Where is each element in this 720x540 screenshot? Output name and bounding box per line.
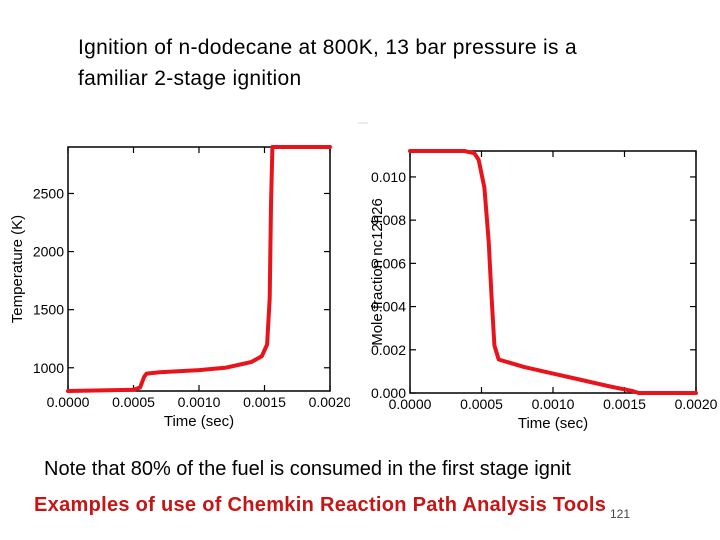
mole-fraction-chart: 0.0000 0.0005 0.0010 0.0015 0.0020 0.000 0.002… [358,124,720,440]
mole-fraction-chart-x-tick-label: 0.0020 [675,396,718,412]
mole-fraction-chart-y-tick-label: 0.004 [371,299,406,315]
temperature-chart-x-tick-label: 0.0010 [178,394,221,410]
temperature-chart-plot-frame [67,146,331,392]
note-text: Note that 80% of the fuel is consumed in… [44,458,571,480]
temperature-chart-x-tick-label: 0.0005 [112,394,155,410]
slide-title: Ignition of n-dodecane at 800K, 13 bar p… [78,32,698,94]
temperature-chart-x-axis-label: Time (sec) [164,413,234,430]
mole-fraction-chart-y-tick-label: 0.006 [371,255,406,271]
temperature-chart-svg: 0.0000 0.0005 0.0010 0.0015 0.0020 1000 1500 20… [9,145,352,430]
temperature-chart: 0.0000 0.0005 0.0010 0.0015 0.0020 1000 1500 20… [0,122,352,440]
temperature-chart-y-tick-label: 2000 [33,244,64,260]
mole-fraction-chart-x-tick-label: 0.0000 [389,396,432,412]
slide-title-line-2: familiar 2-stage ignition [78,67,302,90]
mole-fraction-chart-x-tick-label: 0.0010 [532,396,575,412]
mole-fraction-chart-y-tick-label: 0.000 [371,385,406,401]
temperature-chart-x-tick-label: 0.0015 [243,394,286,410]
temperature-chart-y-tick-label: 2500 [33,185,64,201]
mole-fraction-chart-plot-frame [409,150,697,394]
temperature-chart-series-line [66,145,332,393]
slide-title-line-1: Ignition of n-dodecane at 800K, 13 bar p… [78,36,577,59]
mole-fraction-chart-x-axis-label: Time (sec) [518,415,588,432]
mole-fraction-chart-x-tick-label: 0.0005 [460,396,503,412]
mole-fraction-chart-y-tick-label: 0.002 [371,342,406,358]
temperature-chart-x-tick-label: 0.0020 [309,394,350,410]
temperature-chart-x-tick-label: 0.0000 [47,394,90,410]
temperature-chart-y-tick-label: 1500 [33,302,64,318]
mole-fraction-chart-svg: 0.0000 0.0005 0.0010 0.0015 0.0020 0.000 0.002… [369,149,718,432]
mole-fraction-chart-series-line [408,149,698,395]
mole-fraction-chart-x-tick-label: 0.0015 [603,396,646,412]
footer-text: Examples of use of Chemkin Reaction Path… [34,494,607,516]
page-number: 121 [610,507,631,521]
mole-fraction-chart-y-tick-label: 0.010 [371,169,406,185]
temperature-chart-y-axis-label: Temperature (K) [9,215,26,323]
mole-fraction-chart-y-axis-label: Mole fraction nc12h26 [369,198,386,346]
mole-fraction-chart-y-tick-label: 0.008 [371,212,406,228]
temperature-chart-y-tick-label: 1000 [33,360,64,376]
